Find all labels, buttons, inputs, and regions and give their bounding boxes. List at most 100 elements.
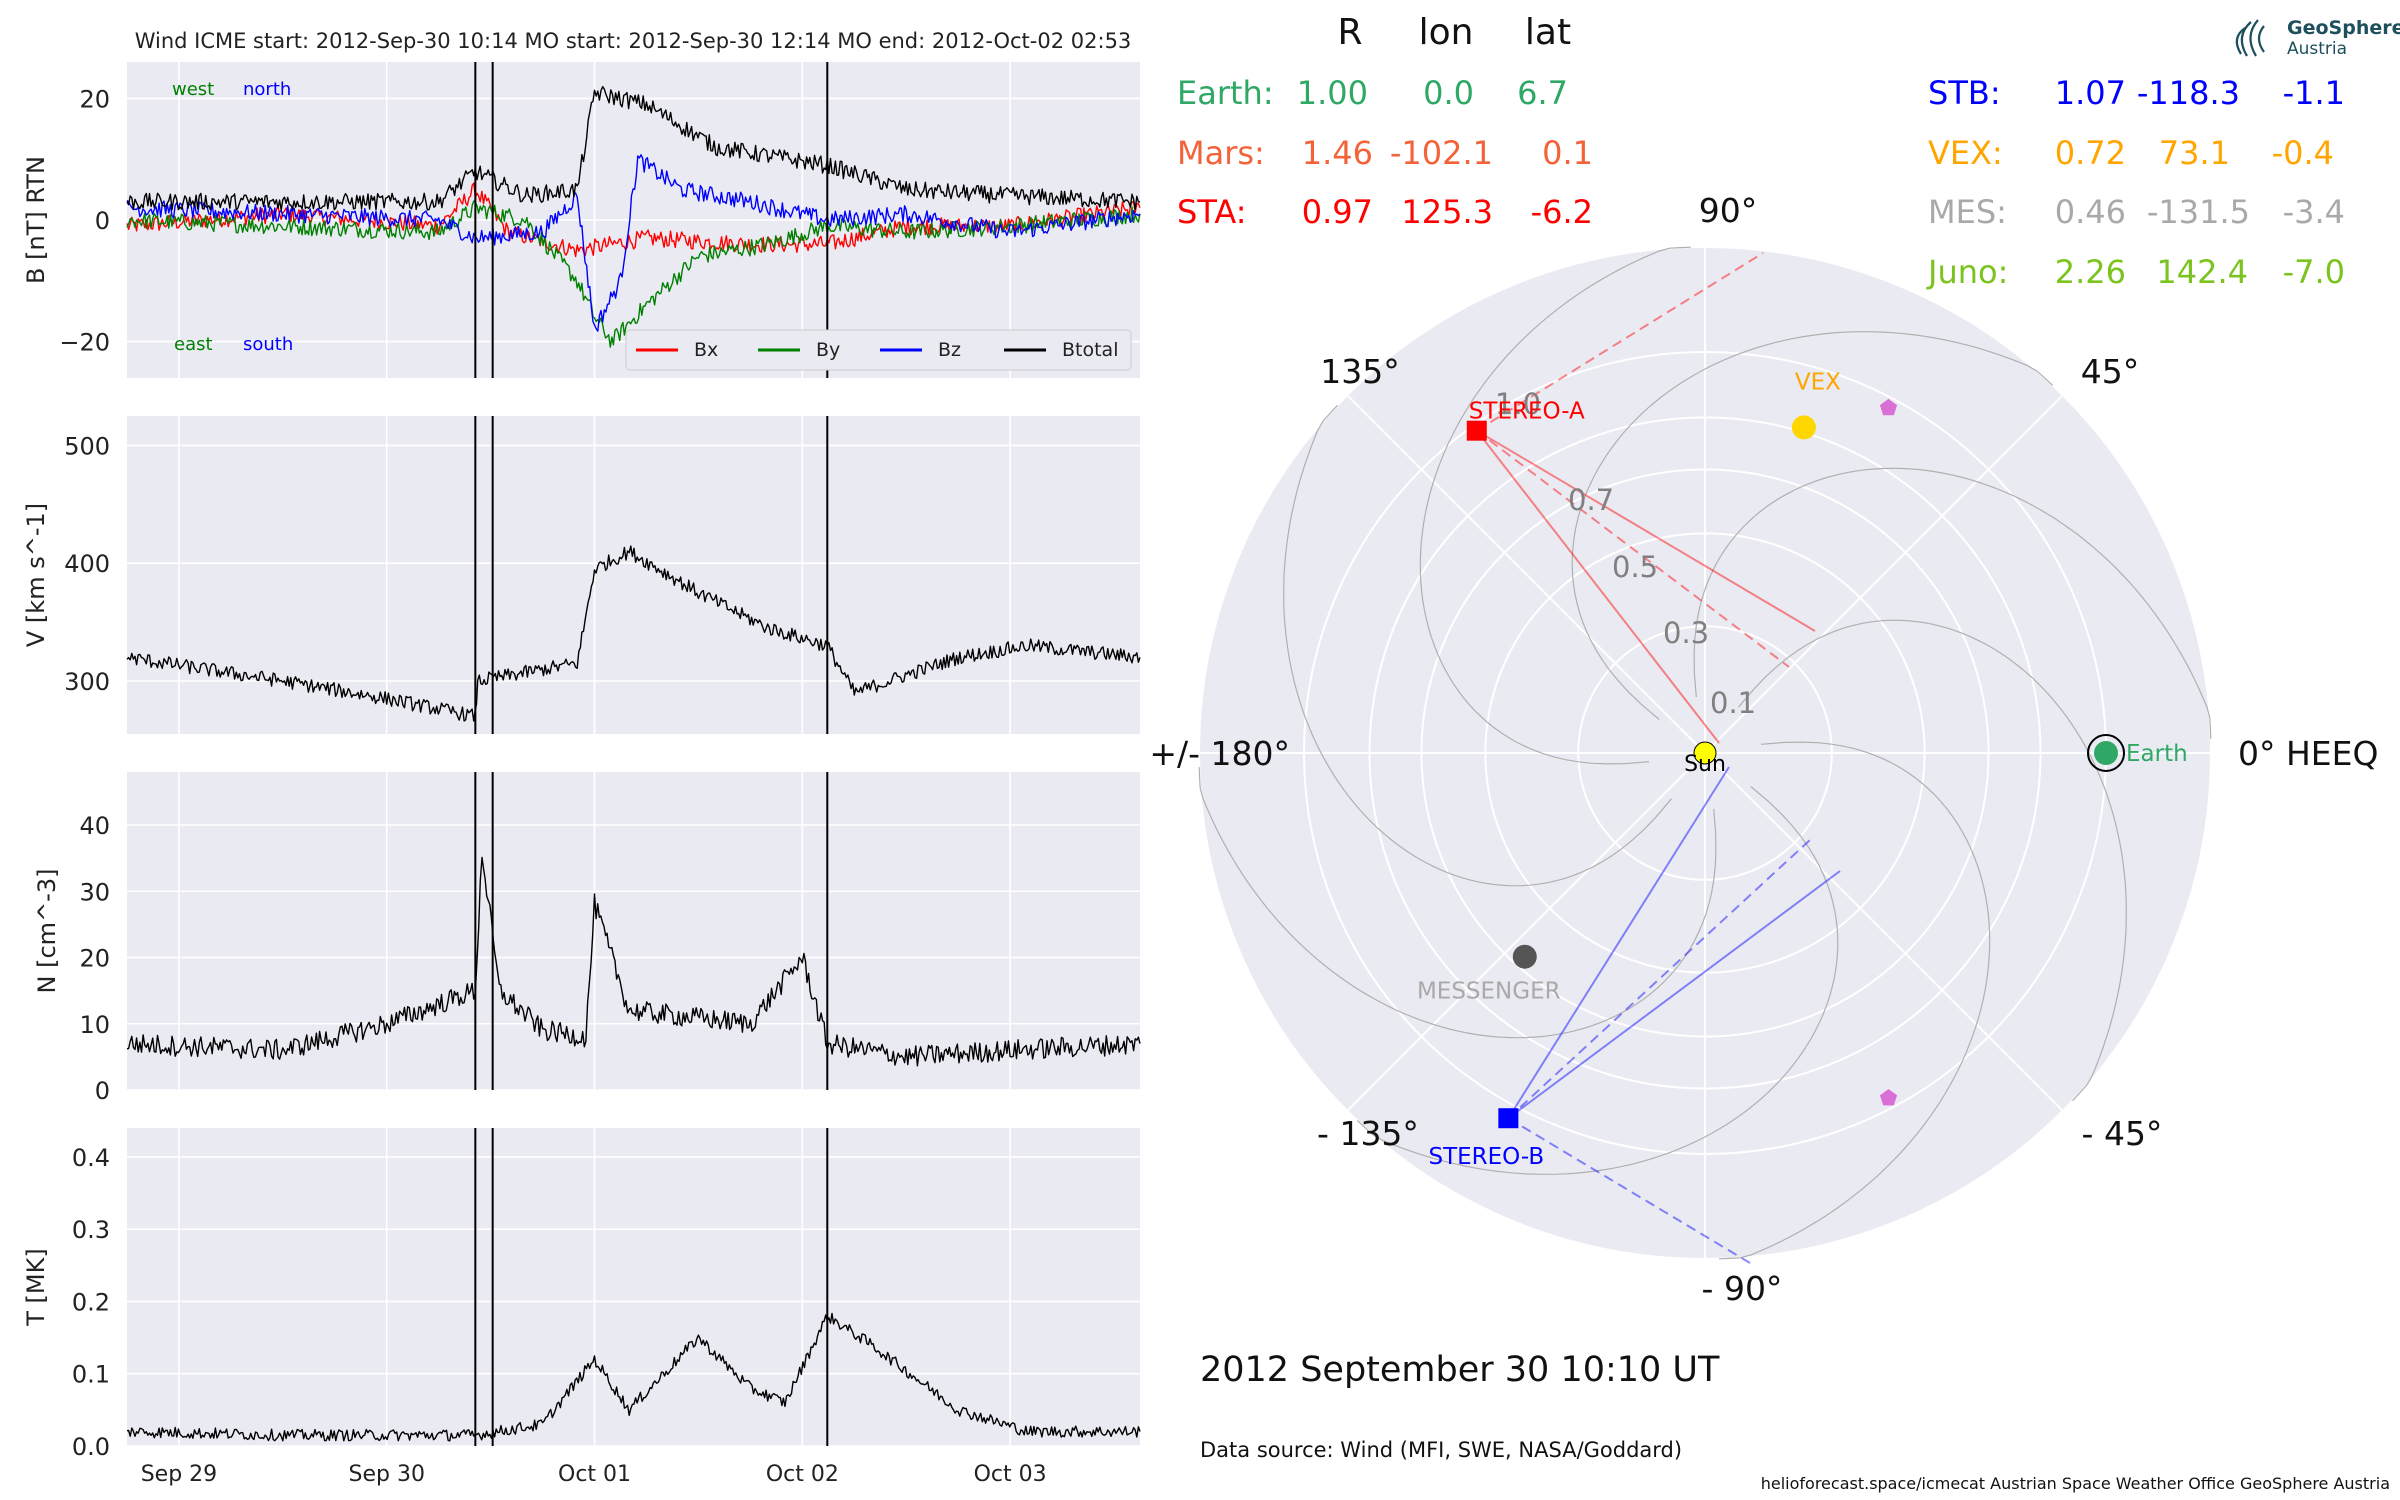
fov-line [1507,870,1841,1120]
series-bz [126,154,1141,332]
fov-line [1476,429,1790,668]
data-source: Data source: Wind (MFI, SWE, NASA/Goddar… [1200,1438,1682,1462]
legend-label-bz: Bz [938,339,961,361]
panel-v-y-label: V [km s^-1] [22,503,50,647]
series-by [126,200,1141,348]
y-tick-label: 20 [79,945,110,973]
row-sta-name: STA: [1177,193,1246,231]
y-tick-label: 0.4 [72,1144,110,1172]
row-stb-lat: -1.1 [2283,74,2345,112]
annotation-east: east [174,334,213,355]
messenger-label: MESSENGER [1417,979,1561,1005]
footer-credits: helioforecast.space/icmecat Austrian Spa… [1761,1474,2390,1493]
parker-spiral-line [1198,767,1717,1039]
y-tick-label: 0.3 [72,1216,110,1244]
annotation-north: north [243,79,291,100]
row-sta-lat: -6.2 [1531,193,1593,231]
fov-line [1476,252,1764,432]
angular-grid-line [1704,752,2064,1112]
y-tick-label: 300 [64,668,110,696]
fov-line [1507,838,1812,1119]
fov-line [1507,766,1730,1119]
panel-t-series [126,1312,1141,1442]
row-earth-lon: 0.0 [1423,74,1474,112]
angular-grid-line [1346,394,1706,754]
x-tick-label: Oct 03 [974,1462,1047,1487]
vex-marker [1791,415,1816,440]
panel-v-background [127,416,1140,734]
table-row-mars: Mars: 1.46 -102.1 0.1 [1177,134,1593,172]
panel-t-y-ticks: 0.0 0.1 0.2 0.3 0.4 [72,1144,110,1461]
table-header-lat: lat [1525,12,1571,53]
series-v [126,545,1141,722]
parker-spiral-line [1738,619,2127,1102]
parker-spiral-line [1719,741,1991,1260]
row-vex-r: 0.72 [2055,134,2126,172]
table-row-vex: VEX: 0.72 73.1 -0.4 [1928,134,2334,172]
fov-line [1476,429,1816,632]
row-sta-r: 0.97 [1302,193,1373,231]
earth-marker [2094,741,2118,765]
table-header-lon: lon [1419,12,1474,53]
parker-spiral-line [1419,246,1691,765]
angle-label: 0° HEEQ [2238,734,2378,773]
panel-t-event-lines [474,1128,829,1446]
angle-label: - 45° [2082,1114,2163,1153]
x-tick-label: Sep 30 [349,1462,425,1487]
panel-n-background [127,772,1140,1090]
row-mes-lat: -3.4 [2283,193,2345,231]
row-mars-lat: 0.1 [1542,134,1593,172]
angle-label: 135° [1320,352,1400,391]
angular-grid-line [1704,394,2064,754]
y-tick-label: 400 [64,550,110,578]
row-sta-lon: 125.3 [1401,193,1493,231]
legend-label-by: By [816,339,840,361]
table-row-earth: Earth: 1.00 0.0 6.7 [1177,74,1568,112]
panel-t-background [127,1128,1140,1446]
angle-label: 90° [1699,191,1758,230]
table-row-mes: MES: 0.46 -131.5 -3.4 [1928,193,2345,231]
angle-label: - 135° [1317,1114,1419,1153]
earth-ring [2087,734,2125,772]
panel-density: 0 10 20 30 40 N [cm^-3] [33,772,1141,1105]
pentagon-marker [1879,1089,1898,1106]
radial-tick-labels: 0.1 0.30.5 0.7 1.0 [1495,387,1756,720]
angle-label: 45° [2081,352,2140,391]
row-mars-r: 1.46 [1302,134,1373,172]
polar-position-plot: 0.1 0.30.5 0.7 1.0 Sun Earth STEREO-A STEREO-B… [1149,191,2378,1308]
panel-v-series [126,545,1141,722]
y-tick-label: 20 [79,85,110,113]
angle-label: +/- 180° [1149,734,1290,773]
y-tick-label: 40 [79,812,110,840]
x-tick-label: Oct 01 [558,1462,631,1487]
sun-label: Sun [1684,752,1726,777]
radial-tick-label: 0.3 [1663,616,1709,650]
panel-t-y-label: T [MK] [22,1248,50,1326]
stereo-a-label: STEREO-A [1469,399,1585,425]
panel-b-series [126,85,1141,348]
logo-line2: Austria [2287,39,2347,59]
geosphere-logo: GeoSphere Austria [2235,17,2400,59]
panel-n-series [126,856,1141,1067]
radial-tick-label: 0.5 [1612,550,1658,584]
radial-tick-label: 0.7 [1568,483,1614,517]
legend-label-bx: Bx [694,339,718,361]
row-juno-r: 2.26 [2055,253,2126,291]
panel-b-y-ticks: −20 0 20 [59,85,110,356]
panel-b-y-label: B [nT] RTN [22,156,50,284]
angular-grid-line [1346,752,1706,1112]
x-tick-label: Sep 29 [141,1462,217,1487]
y-tick-label: 0.0 [72,1433,110,1461]
row-juno-name: Juno: [1926,253,2008,291]
row-earth-lat: 6.7 [1517,74,1568,112]
legend-label-btotal: Btotal [1062,339,1118,361]
vex-label: VEX [1795,369,1841,395]
sun-marker [1693,741,1717,765]
annotation-south: south [243,334,293,355]
logo-line1: GeoSphere [2287,17,2400,39]
pentagon-marker [1879,398,1898,416]
panel-v-grid [127,416,1140,734]
parker-spiral-line [1283,404,1672,887]
parker-spiral-line [1571,331,2054,720]
